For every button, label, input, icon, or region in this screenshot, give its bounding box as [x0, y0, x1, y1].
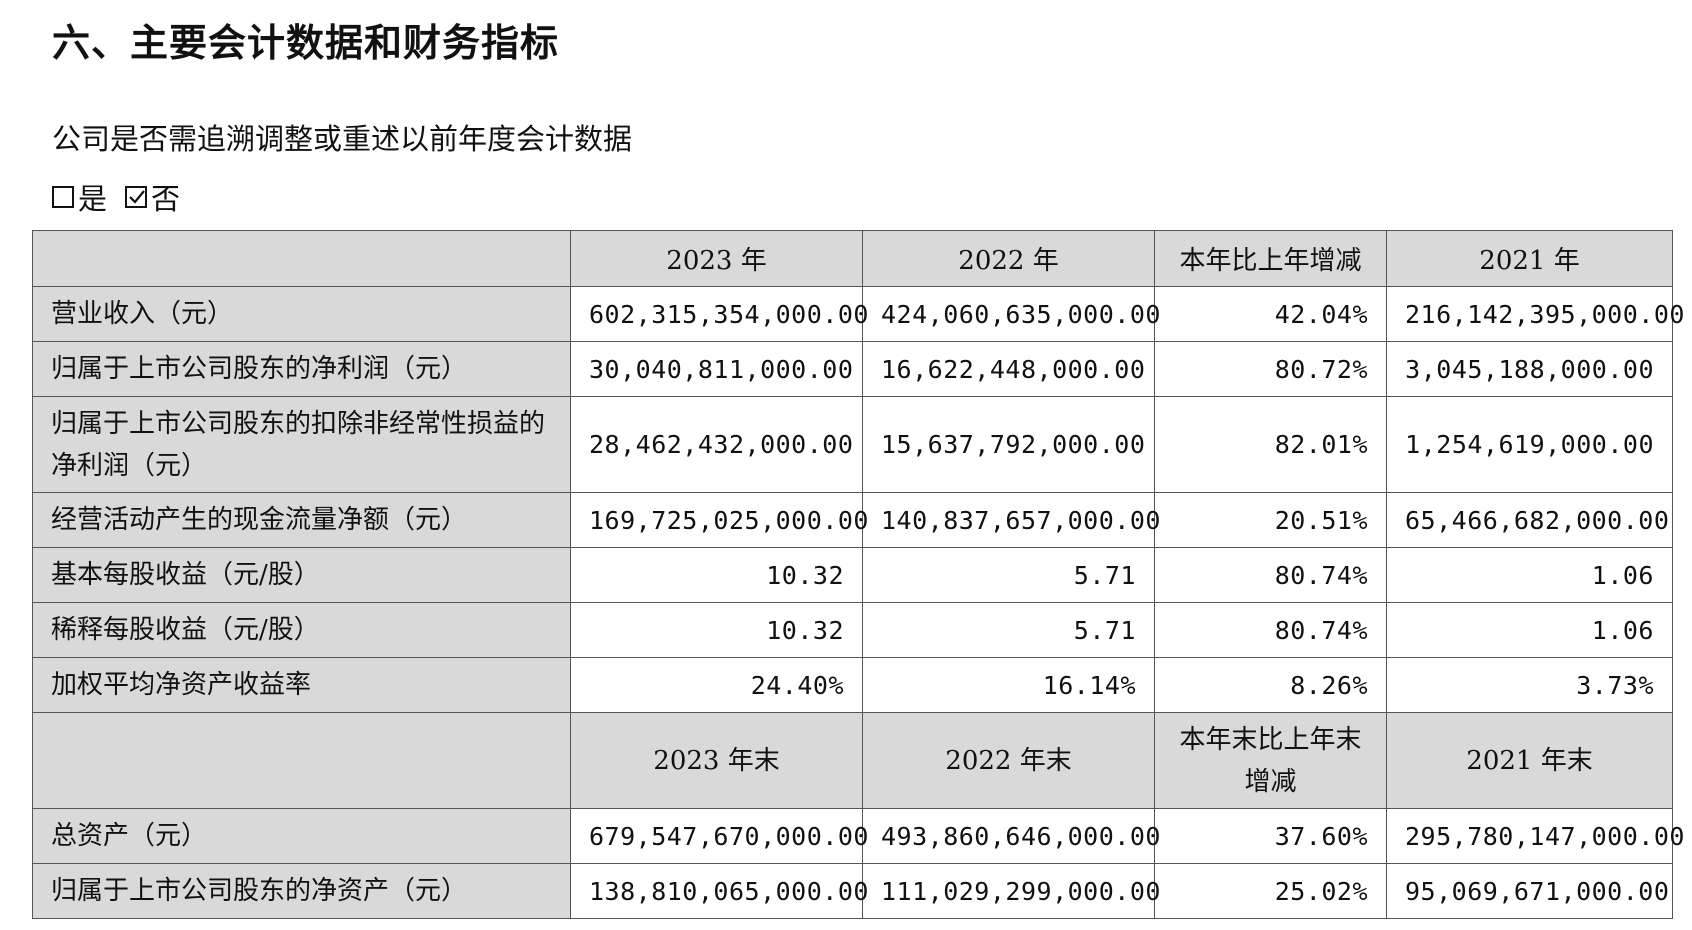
row-label: 基本每股收益（元/股） — [32, 547, 571, 603]
value-cell: 1.06 — [1386, 547, 1673, 603]
value-cell: 30,040,811,000.00 — [570, 341, 863, 397]
table-row: 归属于上市公司股东的净利润（元） 30,040,811,000.00 16,622,… — [32, 341, 1673, 397]
value-cell: 80.74% — [1154, 547, 1387, 603]
row-label: 经营活动产生的现金流量净额（元） — [32, 492, 571, 548]
table-row: 基本每股收益（元/股） 10.32 5.71 80.74% 1.06 — [32, 547, 1673, 603]
restatement-question: 公司是否需追溯调整或重述以前年度会计数据 — [52, 122, 633, 156]
value-cell: 15,637,792,000.00 — [862, 396, 1155, 493]
option-yes-label: 是 — [78, 182, 108, 216]
value-cell: 140,837,657,000.00 — [862, 492, 1160, 548]
table-row: 归属于上市公司股东的净资产（元） 138,810,065,000.00 111,02… — [32, 863, 1673, 919]
value-cell: 424,060,635,000.00 — [862, 286, 1160, 342]
checked-checkbox-icon[interactable] — [125, 186, 148, 208]
column-header: 2021 年 — [1386, 230, 1673, 287]
value-cell: 80.74% — [1154, 602, 1387, 658]
value-cell: 3,045,188,000.00 — [1386, 341, 1673, 397]
value-cell: 16.14% — [862, 657, 1155, 713]
value-cell: 169,725,025,000.00 — [570, 492, 868, 548]
table-row: 总资产（元） 679,547,670,000.00 493,860,646,000.… — [32, 808, 1684, 864]
value-cell: 25.02% — [1154, 863, 1387, 919]
row-label: 归属于上市公司股东的扣除非经常性损益的净利润（元） — [32, 396, 571, 493]
value-cell: 1,254,619,000.00 — [1386, 396, 1673, 493]
value-cell: 82.01% — [1154, 396, 1387, 493]
value-cell: 138,810,065,000.00 — [570, 863, 868, 919]
value-cell: 10.32 — [570, 602, 863, 658]
value-cell: 216,142,395,000.00 — [1386, 286, 1684, 342]
table-row: 营业收入（元） 602,315,354,000.00 424,060,635,000… — [32, 286, 1684, 342]
value-cell: 3.73% — [1386, 657, 1673, 713]
row-label: 稀释每股收益（元/股） — [32, 602, 571, 658]
empty-checkbox-icon[interactable] — [52, 186, 74, 208]
value-cell: 20.51% — [1154, 492, 1387, 548]
value-cell: 42.04% — [1154, 286, 1387, 342]
column-header — [32, 230, 571, 287]
value-cell: 95,069,671,000.00 — [1386, 863, 1673, 919]
value-cell: 16,622,448,000.00 — [862, 341, 1155, 397]
column-header: 本年比上年增减 — [1154, 230, 1387, 287]
value-cell: 37.60% — [1154, 808, 1387, 864]
column-header — [32, 712, 571, 809]
row-label: 总资产（元） — [32, 808, 571, 864]
table-header-row: 2023 年末 2022 年末 本年末比上年末增减 2021 年末 — [32, 712, 1673, 809]
financial-indicators-table: 2023 年 2022 年本年比上年增减 2021 年营业收入（元） 602,315,… — [32, 230, 1684, 919]
value-cell: 493,860,646,000.00 — [862, 808, 1160, 864]
value-cell: 679,547,670,000.00 — [570, 808, 868, 864]
value-cell: 65,466,682,000.00 — [1386, 492, 1673, 548]
table-row: 经营活动产生的现金流量净额（元） 169,725,025,000.00 140,83… — [32, 492, 1673, 548]
value-cell: 10.32 — [570, 547, 863, 603]
row-label: 归属于上市公司股东的净利润（元） — [32, 341, 571, 397]
column-header: 2023 年末 — [570, 712, 863, 809]
option-no[interactable]: 否 — [125, 176, 180, 218]
column-header: 本年末比上年末增减 — [1154, 712, 1387, 809]
table-header-row: 2023 年 2022 年本年比上年增减 2021 年 — [32, 230, 1673, 287]
value-cell: 1.06 — [1386, 602, 1673, 658]
table-row: 稀释每股收益（元/股） 10.32 5.71 80.74% 1.06 — [32, 602, 1673, 658]
table-row: 归属于上市公司股东的扣除非经常性损益的净利润（元） 28,462,432,000.… — [32, 396, 1673, 493]
column-header: 2022 年末 — [862, 712, 1155, 809]
restatement-options: 是 否 — [52, 176, 198, 218]
column-header: 2023 年 — [570, 230, 863, 287]
row-label: 营业收入（元） — [32, 286, 571, 342]
value-cell: 28,462,432,000.00 — [570, 396, 863, 493]
value-cell: 5.71 — [862, 547, 1155, 603]
row-label: 加权平均净资产收益率 — [32, 657, 571, 713]
value-cell: 5.71 — [862, 602, 1155, 658]
value-cell: 80.72% — [1154, 341, 1387, 397]
option-yes[interactable]: 是 — [52, 176, 107, 218]
row-label: 归属于上市公司股东的净资产（元） — [32, 863, 571, 919]
value-cell: 24.40% — [570, 657, 863, 713]
section-heading: 六、主要会计数据和财务指标 — [52, 21, 560, 65]
value-cell: 295,780,147,000.00 — [1386, 808, 1684, 864]
table-body: 2023 年 2022 年本年比上年增减 2021 年营业收入（元） 602,315,… — [32, 230, 1684, 919]
value-cell: 602,315,354,000.00 — [570, 286, 868, 342]
value-cell: 111,029,299,000.00 — [862, 863, 1160, 919]
column-header: 2022 年 — [862, 230, 1155, 287]
table-row: 加权平均净资产收益率 24.40% 16.14% 8.26% 3.73% — [32, 657, 1673, 713]
column-header: 2021 年末 — [1386, 712, 1673, 809]
option-no-label: 否 — [151, 182, 181, 216]
value-cell: 8.26% — [1154, 657, 1387, 713]
